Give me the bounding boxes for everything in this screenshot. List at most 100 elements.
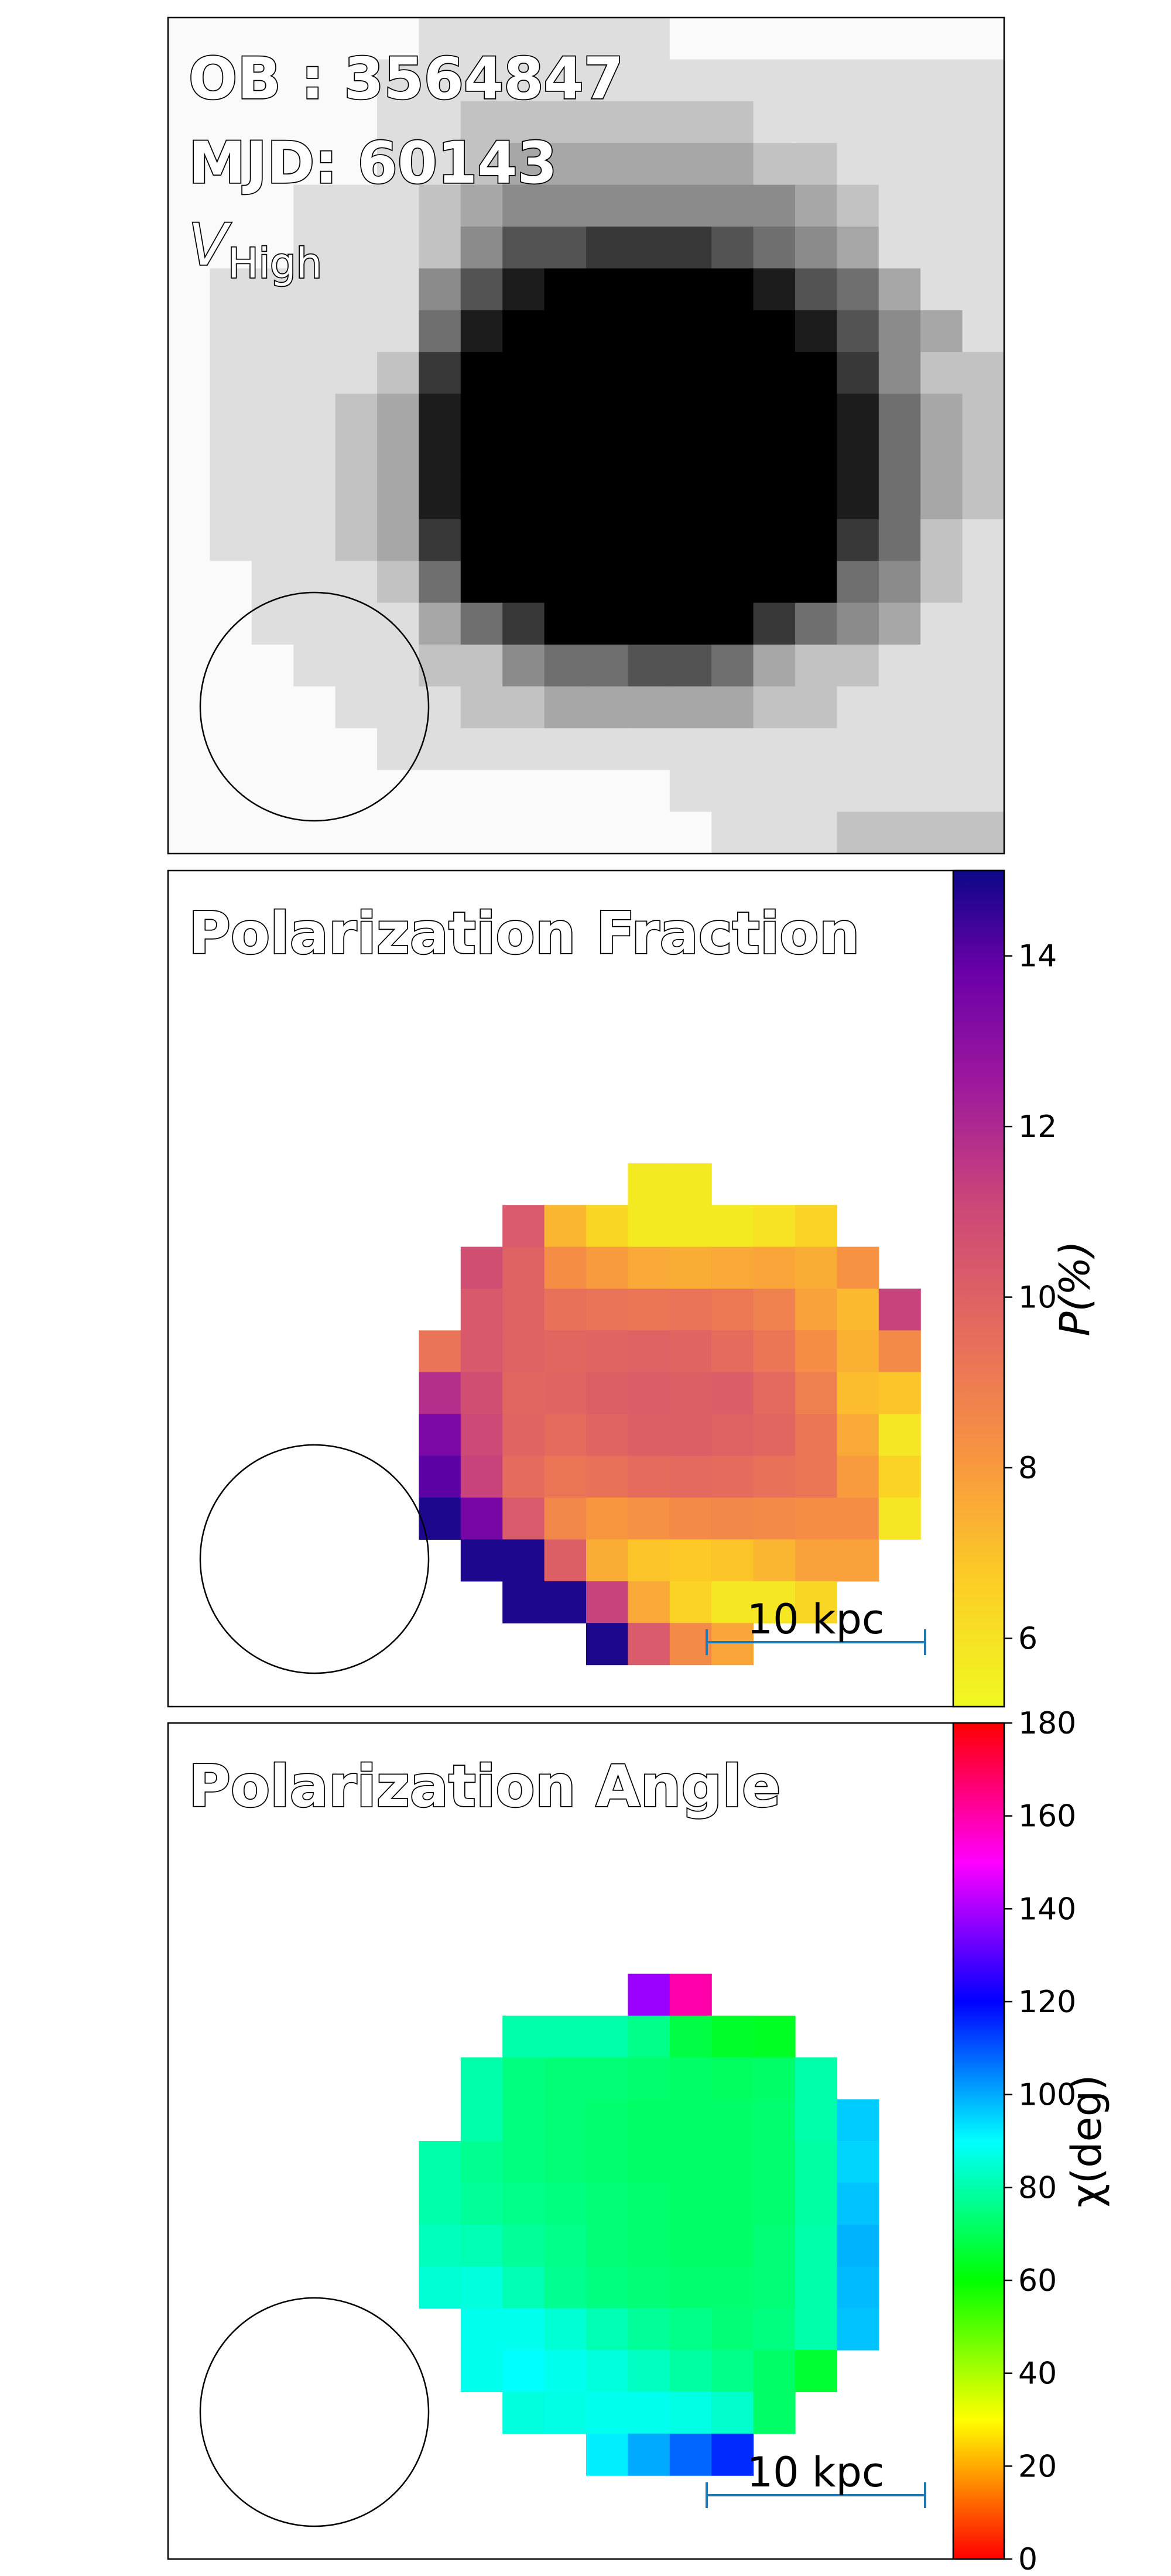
intensity-pixel — [419, 686, 461, 729]
intensity-pixel — [544, 101, 587, 143]
intensity-pixel — [168, 602, 210, 645]
intensity-pixel — [878, 519, 921, 561]
intensity-pixel — [628, 686, 670, 729]
polarization-angle-pixel — [753, 2099, 796, 2142]
polarization-fraction-pixel — [795, 1581, 837, 1623]
intensity-pixel — [628, 477, 670, 520]
intensity-pixel — [335, 227, 378, 269]
intensity-pixel — [502, 184, 545, 227]
polarization-fraction-pixel — [502, 1581, 545, 1623]
intensity-pixel — [711, 561, 754, 604]
polarization-fraction-pixel — [795, 1330, 837, 1373]
intensity-pixel — [837, 686, 879, 729]
intensity-pixel — [753, 184, 796, 227]
polarization-angle-pixel — [544, 2266, 587, 2309]
polarization-fraction-pixel — [502, 1539, 545, 1582]
intensity-pixel — [293, 18, 336, 60]
polarization-fraction-pixel — [753, 1246, 796, 1289]
intensity-pixel — [628, 227, 670, 269]
intensity-pixel — [711, 477, 754, 520]
intensity-pixel — [502, 728, 545, 770]
intensity-pixel — [251, 143, 294, 186]
polarization-angle-pixel — [753, 2224, 796, 2267]
polarization-fraction-pixel — [837, 1246, 879, 1289]
polarization-angle-pixel — [711, 2266, 754, 2309]
intensity-pixel — [753, 59, 796, 102]
intensity-pixel — [544, 602, 587, 645]
intensity-pixel — [251, 519, 294, 561]
intensity-pixel — [460, 770, 503, 813]
intensity-pixel — [753, 18, 796, 60]
polarization-fraction-pixel — [460, 1455, 503, 1498]
polarization-angle-pixel — [460, 2224, 503, 2267]
intensity-pixel — [753, 310, 796, 352]
intensity-pixel — [419, 770, 461, 813]
polarization-fraction-pixel — [502, 1372, 545, 1414]
intensity-pixel — [377, 352, 419, 395]
intensity-pixel — [669, 268, 712, 311]
intensity-pixel — [962, 686, 1005, 729]
intensity-pixel — [628, 310, 670, 352]
polarization-fraction-pixel — [837, 1498, 879, 1540]
intensity-pixel — [837, 18, 879, 60]
intensity-pixel — [168, 393, 210, 436]
intensity-pixel — [210, 477, 252, 520]
intensity-pixel — [168, 352, 210, 395]
intensity-pixel — [251, 477, 294, 520]
polarization-angle-pixel — [586, 2141, 628, 2183]
intensity-pixel — [837, 770, 879, 813]
intensity-pixel — [419, 602, 461, 645]
polarization-fraction-pixel — [753, 1581, 796, 1623]
intensity-pixel — [837, 561, 879, 604]
polarization-angle-pixel — [460, 2141, 503, 2183]
intensity-pixel — [460, 18, 503, 60]
intensity-pixel — [628, 59, 670, 102]
polarization-fraction-pixel — [669, 1498, 712, 1540]
polarization-angle-pixel — [628, 2224, 670, 2267]
intensity-pixel — [837, 645, 879, 687]
intensity-pixel — [628, 728, 670, 770]
polarization-fraction-pixel — [460, 1330, 503, 1373]
intensity-pixel — [502, 143, 545, 186]
intensity-pixel — [920, 561, 963, 604]
intensity-pixel — [962, 227, 1005, 269]
intensity-pixel — [210, 393, 252, 436]
intensity-pixel — [293, 393, 336, 436]
intensity-pixel — [753, 268, 796, 311]
intensity-pixel — [168, 686, 210, 729]
intensity-pixel — [962, 811, 1005, 854]
intensity-pixel — [920, 143, 963, 186]
polarization-angle-pixel — [586, 2266, 628, 2309]
polarization-angle-pixel — [837, 2141, 879, 2183]
polarization-fraction-pixel — [544, 1414, 587, 1457]
intensity-pixel — [210, 310, 252, 352]
intensity-pixel — [168, 18, 210, 60]
intensity-pixel — [628, 352, 670, 395]
polarization-fraction-pixel — [711, 1414, 754, 1457]
colorbar-tick-label: 8 — [1018, 1451, 1038, 1486]
intensity-pixel — [419, 184, 461, 227]
intensity-pixel — [460, 811, 503, 854]
intensity-pixel — [251, 227, 294, 269]
polarization-angle-pixel — [628, 2308, 670, 2351]
intensity-pixel — [502, 477, 545, 520]
intensity-pixel — [377, 101, 419, 143]
intensity-pixel — [795, 645, 837, 687]
intensity-pixel — [168, 436, 210, 478]
intensity-pixel — [878, 227, 921, 269]
colorbar-tick-label: 100 — [1018, 2078, 1076, 2113]
intensity-pixel — [168, 184, 210, 227]
polarization-angle-pixel — [628, 2392, 670, 2434]
polarization-fraction-pixel — [586, 1289, 628, 1331]
intensity-pixel — [753, 436, 796, 478]
polarization-angle-pixel — [711, 2099, 754, 2142]
polarization-fraction-pixel — [711, 1539, 754, 1582]
intensity-pixel — [544, 436, 587, 478]
intensity-pixel — [920, 268, 963, 311]
polarization-fraction-pixel — [586, 1498, 628, 1540]
polarization-angle-pixel — [711, 2392, 754, 2434]
beam-circle-2 — [199, 1444, 430, 1674]
intensity-pixel — [210, 18, 252, 60]
band-subscript: High — [228, 239, 322, 287]
intensity-pixel — [753, 811, 796, 854]
